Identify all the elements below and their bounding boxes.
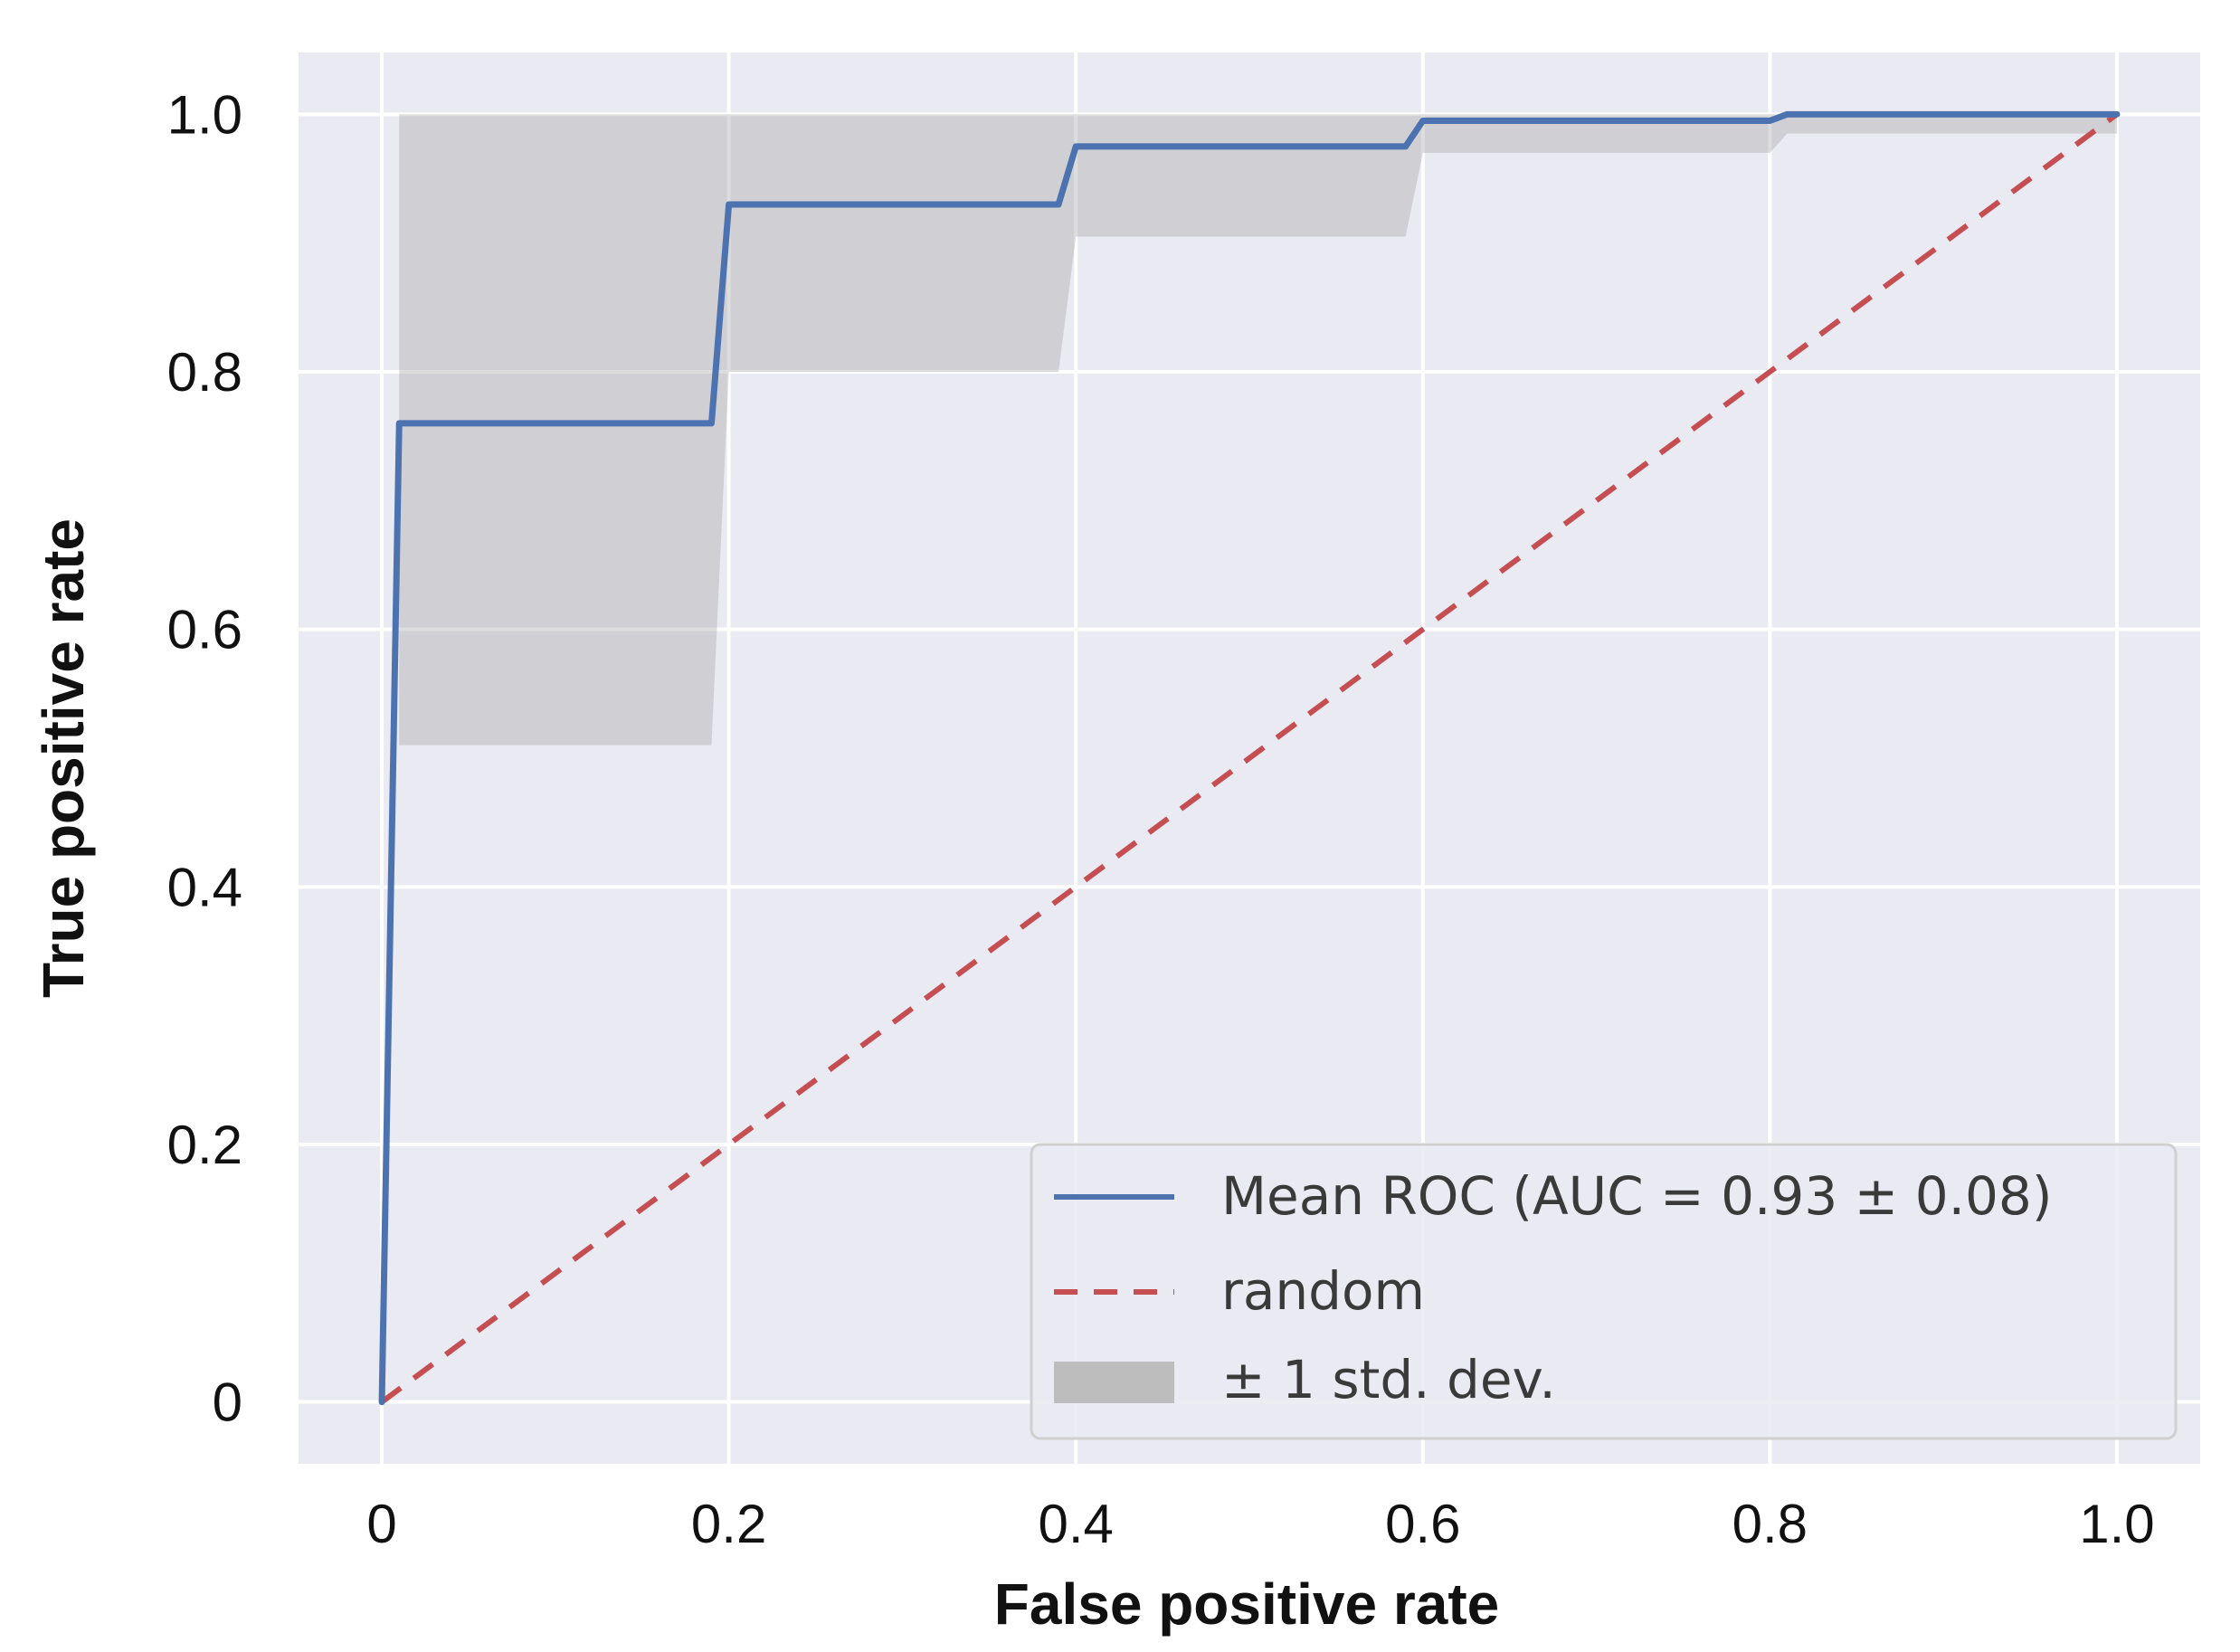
x-axis-title: False positive rate bbox=[994, 1571, 1499, 1637]
x-tick-label: 0.2 bbox=[691, 1494, 766, 1554]
y-axis-ticks: 0 0.2 0.4 0.6 0.8 1.0 bbox=[167, 84, 242, 1432]
std-dev-band bbox=[399, 114, 2117, 745]
grid bbox=[299, 52, 2200, 1464]
x-tick-label: 1.0 bbox=[2079, 1494, 2154, 1554]
x-axis-ticks: 0 0.2 0.4 0.6 0.8 1.0 bbox=[366, 1494, 2154, 1554]
x-tick-label: 0.4 bbox=[1039, 1494, 1114, 1554]
y-tick-label: 0.8 bbox=[167, 342, 242, 403]
legend-mean-roc-label: Mean ROC (AUC = 0.93 ± 0.08) bbox=[1221, 1165, 2052, 1227]
y-tick-label: 0.4 bbox=[167, 857, 242, 917]
legend-frame bbox=[1030, 1143, 2178, 1440]
x-tick-label: 0.6 bbox=[1385, 1494, 1460, 1554]
y-tick-label: 0.6 bbox=[167, 600, 242, 660]
legend: Mean ROC (AUC = 0.93 ± 0.08) random ± 1 … bbox=[1030, 1143, 2178, 1440]
legend-random-label: random bbox=[1221, 1260, 1425, 1322]
series-layer bbox=[378, 110, 2121, 1406]
legend-std-dev-swatch bbox=[1054, 1362, 1174, 1403]
y-tick-label: 1.0 bbox=[167, 84, 242, 145]
random-diagonal-line bbox=[380, 111, 2119, 1405]
x-tick-label: 0 bbox=[366, 1494, 396, 1554]
legend-std-dev-label: ± 1 std. dev. bbox=[1221, 1349, 1556, 1410]
x-tick-label: 0.8 bbox=[1732, 1494, 1808, 1554]
y-axis-title: True positive rate bbox=[31, 518, 96, 998]
y-tick-label: 0 bbox=[213, 1372, 242, 1433]
mean-roc-line bbox=[378, 110, 2121, 1406]
y-tick-label: 0.2 bbox=[167, 1115, 242, 1175]
std-dev-band-layer bbox=[399, 114, 2117, 745]
